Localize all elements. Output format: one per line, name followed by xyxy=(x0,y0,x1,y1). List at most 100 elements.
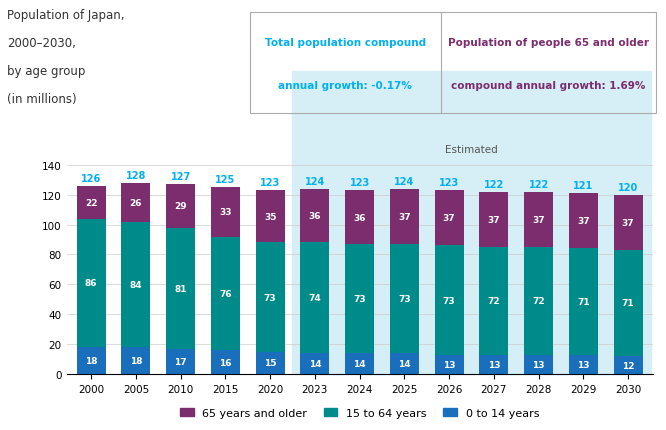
Text: 37: 37 xyxy=(577,217,589,226)
Text: 74: 74 xyxy=(308,294,321,303)
Text: (in millions): (in millions) xyxy=(7,92,77,105)
Text: 37: 37 xyxy=(532,215,545,224)
Bar xyxy=(613,356,643,374)
Bar xyxy=(613,195,643,250)
Text: 12: 12 xyxy=(622,361,634,370)
Text: 122: 122 xyxy=(528,179,549,189)
Bar xyxy=(345,244,374,353)
Text: Population of Japan,: Population of Japan, xyxy=(7,9,124,22)
Bar xyxy=(480,247,508,355)
Text: 71: 71 xyxy=(577,297,589,306)
Text: 36: 36 xyxy=(354,213,366,222)
Bar xyxy=(77,219,106,347)
Bar xyxy=(524,192,553,247)
Bar xyxy=(480,355,508,374)
Text: 2000–2030,: 2000–2030, xyxy=(7,37,75,49)
Text: 36: 36 xyxy=(308,212,321,221)
Text: 13: 13 xyxy=(443,360,456,369)
Bar xyxy=(569,355,598,374)
Text: Total population compound: Total population compound xyxy=(264,38,426,48)
Text: 128: 128 xyxy=(126,170,146,180)
Bar xyxy=(166,185,195,228)
Bar xyxy=(300,243,330,353)
Text: 14: 14 xyxy=(398,359,411,368)
Bar xyxy=(345,353,374,374)
Text: 81: 81 xyxy=(174,284,187,293)
Text: 76: 76 xyxy=(219,289,232,298)
Bar xyxy=(390,189,419,244)
Bar xyxy=(569,194,598,249)
Text: 26: 26 xyxy=(130,198,143,207)
Text: 14: 14 xyxy=(308,359,321,368)
Bar xyxy=(435,355,464,374)
Bar xyxy=(300,189,330,243)
Text: 71: 71 xyxy=(622,299,635,308)
Text: 123: 123 xyxy=(260,178,280,188)
Text: 122: 122 xyxy=(484,179,504,189)
Text: 13: 13 xyxy=(577,360,589,369)
Text: 124: 124 xyxy=(305,176,325,186)
Text: 33: 33 xyxy=(219,208,232,217)
Bar xyxy=(77,347,106,374)
Text: 86: 86 xyxy=(85,279,97,288)
Bar xyxy=(77,186,106,219)
Text: 73: 73 xyxy=(443,296,456,305)
Text: 73: 73 xyxy=(264,293,276,302)
Text: compound annual growth: 1.69%: compound annual growth: 1.69% xyxy=(451,81,645,91)
Text: annual growth: -0.17%: annual growth: -0.17% xyxy=(278,81,412,91)
Bar xyxy=(345,191,374,244)
Text: 123: 123 xyxy=(439,178,460,188)
Text: 15: 15 xyxy=(264,359,276,367)
Text: 72: 72 xyxy=(488,297,500,306)
Bar xyxy=(166,228,195,349)
Text: 22: 22 xyxy=(85,198,97,207)
Text: 13: 13 xyxy=(532,360,545,369)
Text: 84: 84 xyxy=(130,280,143,289)
Text: 124: 124 xyxy=(394,176,414,186)
Text: 73: 73 xyxy=(354,294,366,303)
Bar xyxy=(390,353,419,374)
Bar xyxy=(613,250,643,356)
Bar xyxy=(211,188,240,237)
Text: Estimated: Estimated xyxy=(445,145,498,155)
Text: 13: 13 xyxy=(488,360,500,369)
Bar xyxy=(211,350,240,374)
Text: 17: 17 xyxy=(174,357,187,366)
Text: 18: 18 xyxy=(130,356,143,365)
Text: 121: 121 xyxy=(573,181,593,191)
Text: 120: 120 xyxy=(618,182,638,192)
Text: 127: 127 xyxy=(170,172,191,182)
Bar xyxy=(211,237,240,350)
Bar xyxy=(480,192,508,247)
Text: 14: 14 xyxy=(354,359,366,368)
Text: 125: 125 xyxy=(215,175,236,185)
Text: 37: 37 xyxy=(488,215,500,224)
Text: 72: 72 xyxy=(532,297,545,306)
Bar xyxy=(256,352,284,374)
Text: 29: 29 xyxy=(174,202,187,211)
Bar xyxy=(166,349,195,374)
Bar xyxy=(121,347,151,374)
Text: 16: 16 xyxy=(219,358,232,367)
Bar xyxy=(435,246,464,355)
Bar xyxy=(524,355,553,374)
Text: Population of people 65 and older: Population of people 65 and older xyxy=(448,38,649,48)
Text: 73: 73 xyxy=(398,294,411,303)
Text: 123: 123 xyxy=(350,178,370,188)
Text: 37: 37 xyxy=(443,214,456,223)
Bar xyxy=(121,222,151,347)
Text: 37: 37 xyxy=(622,218,635,227)
Bar xyxy=(121,183,151,222)
Text: by age group: by age group xyxy=(7,64,85,77)
Legend: 65 years and older, 15 to 64 years, 0 to 14 years: 65 years and older, 15 to 64 years, 0 to… xyxy=(176,403,543,422)
Bar xyxy=(256,243,284,352)
Bar xyxy=(569,249,598,355)
Bar xyxy=(390,244,419,353)
Text: 35: 35 xyxy=(264,212,276,221)
Bar xyxy=(435,191,464,246)
Text: 126: 126 xyxy=(81,173,101,183)
Text: 37: 37 xyxy=(398,212,411,221)
Bar xyxy=(300,353,330,374)
Text: 18: 18 xyxy=(85,356,97,365)
Bar xyxy=(524,247,553,355)
